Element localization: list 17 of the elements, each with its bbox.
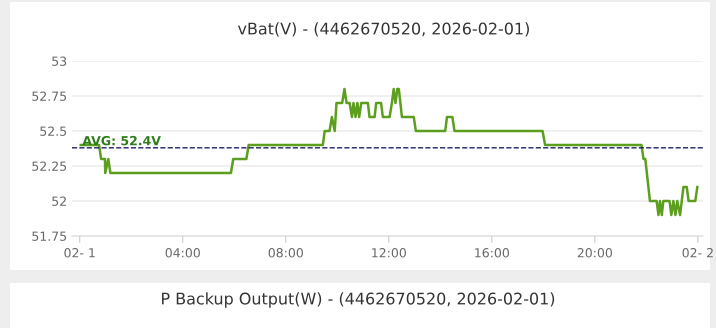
x-tick-label: 16:00	[475, 248, 509, 258]
x-tick-label: 02- 1	[64, 248, 95, 258]
y-tick-label: 52.25	[32, 161, 66, 171]
x-tick-label: 20:00	[578, 248, 612, 258]
chart-title: vBat(V) - (4462670520, 2026-02-01)	[238, 22, 529, 37]
y-tick-label: 52	[52, 196, 66, 206]
line-series	[80, 88, 699, 216]
ref-line-label: AVG: 52.4V	[82, 136, 161, 146]
x-tick-label: 12:00	[372, 248, 406, 258]
y-tick-label: 51.75	[32, 232, 66, 241]
y-tick-label: 53	[52, 56, 66, 66]
x-tick-label: 08:00	[268, 248, 303, 258]
x-tick-label: 02- 2	[682, 248, 713, 258]
y-tick-label: 52.5	[40, 126, 66, 136]
text: P Backup Output(W) - (4462670520, 2026-02-01)	[162, 292, 554, 308]
x-tick-label: 04:00	[166, 248, 200, 258]
y-tick-label: 52.75	[32, 91, 66, 101]
